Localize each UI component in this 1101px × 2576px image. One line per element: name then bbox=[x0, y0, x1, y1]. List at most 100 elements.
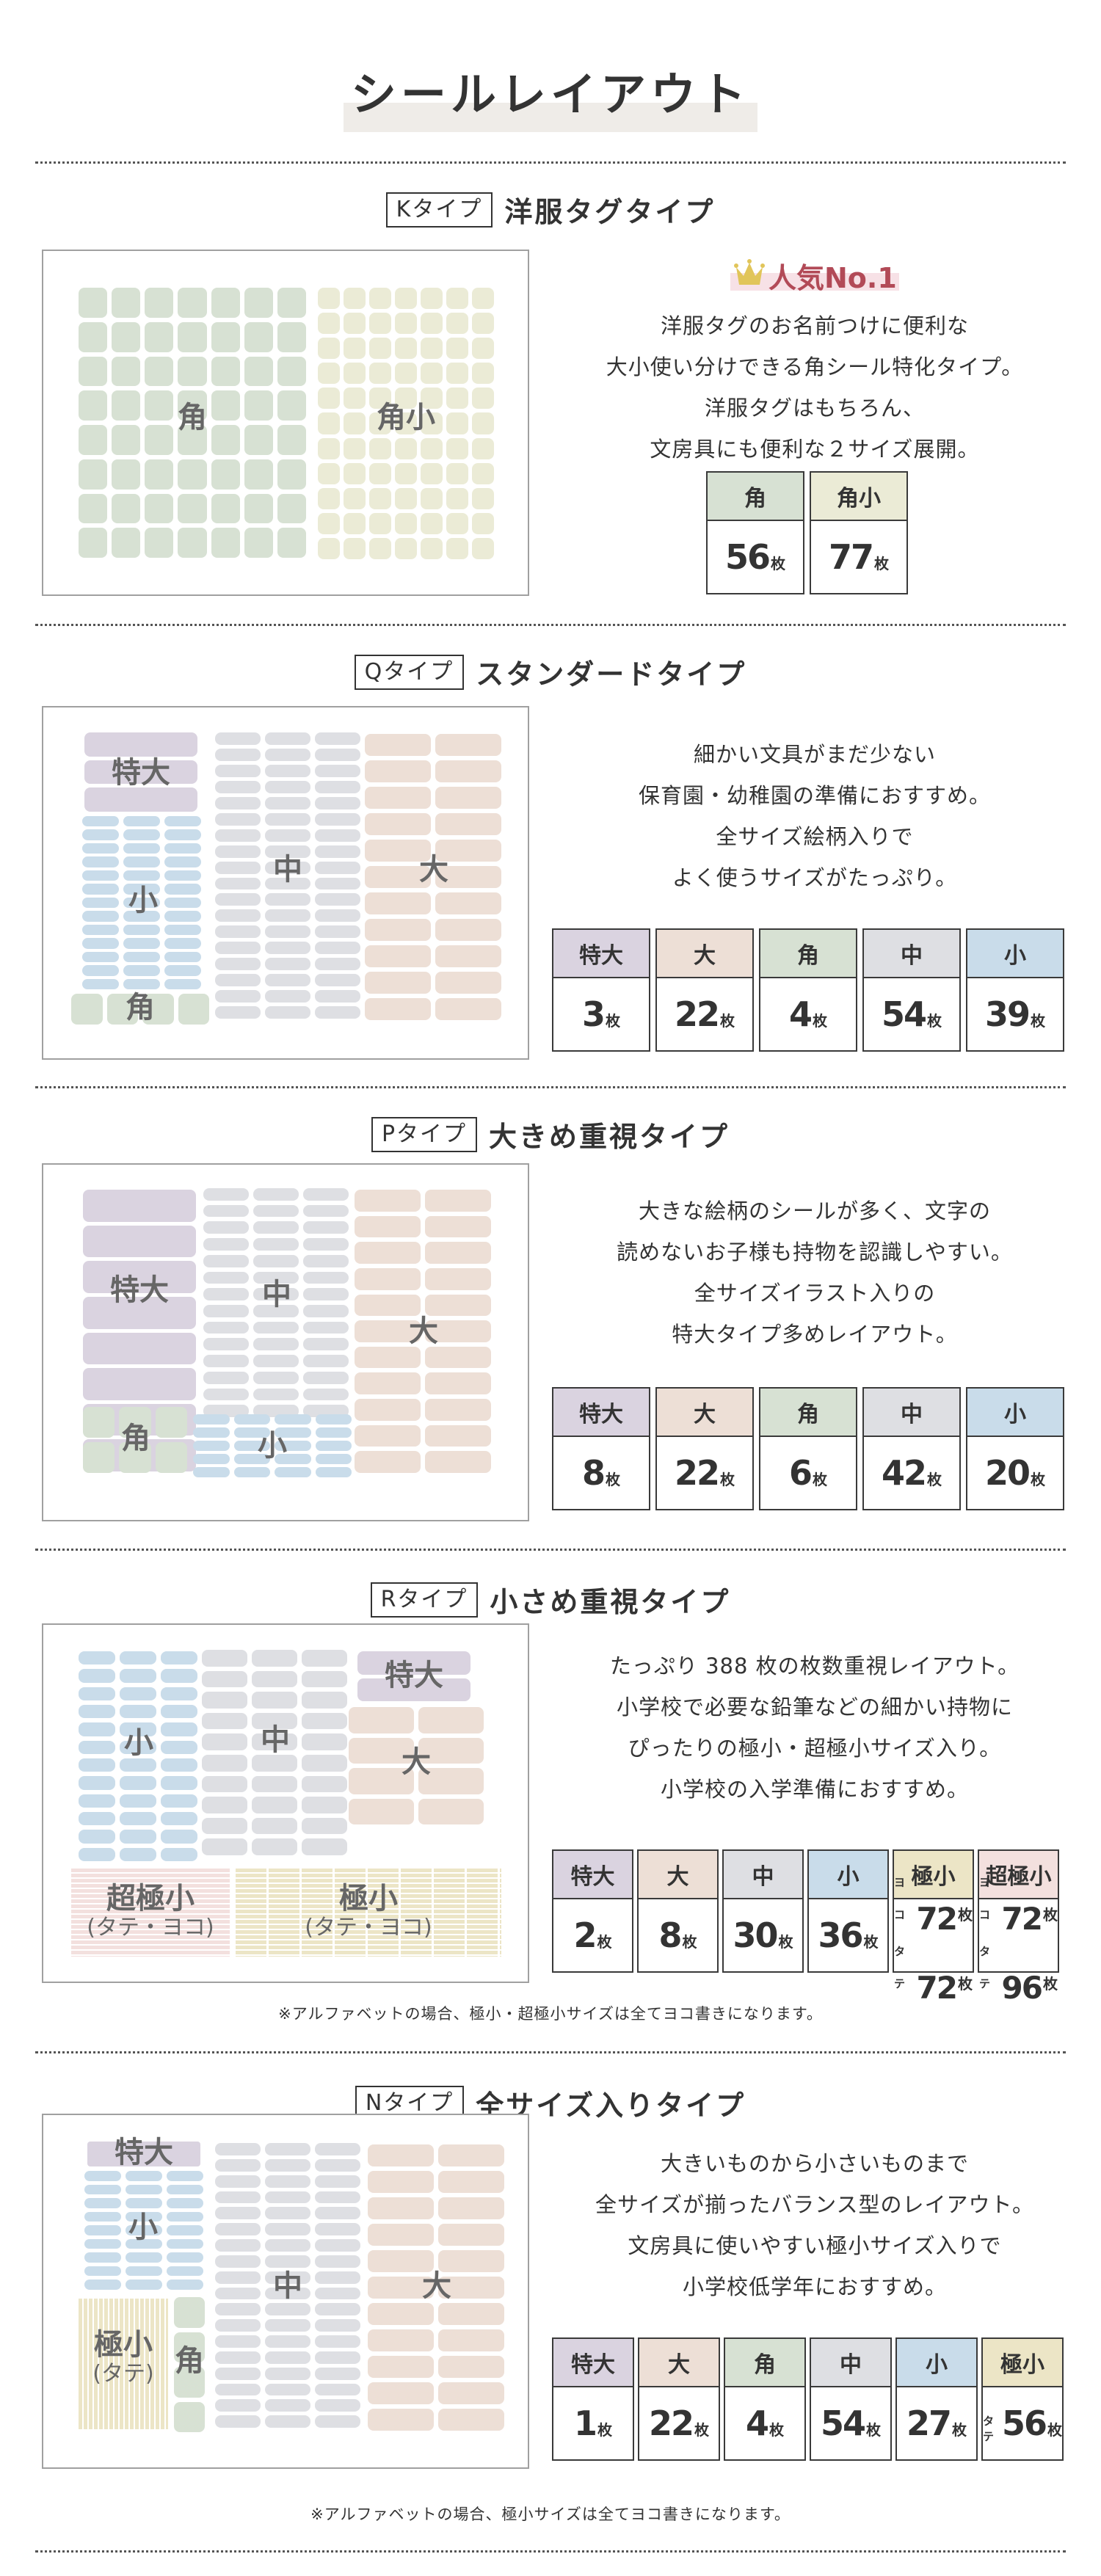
count-unit: 枚 bbox=[1031, 1470, 1045, 1488]
count-cell-chougoku: 超極小 ヨコ 72 枚 タテ 96 枚 bbox=[978, 1849, 1059, 2004]
sticker-group-tokudai bbox=[84, 732, 197, 812]
count-size-label: 特大 bbox=[553, 2339, 633, 2387]
sheet-layout-panel: 小 中 特大 大 超極小 (タテ・ヨコ) 極小 (タテ・ヨコ) bbox=[42, 1623, 529, 1983]
section-divider bbox=[35, 2051, 1066, 2053]
type-name: 小さめ重視タイプ bbox=[490, 1586, 731, 1618]
count-size-label: 超極小 bbox=[979, 1851, 1058, 1899]
footnote: ※アルファベットの場合、極小・超極小サイズは全てヨコ書きになります。 bbox=[278, 2005, 823, 2023]
count-cell-sho: 小 36 枚 bbox=[807, 1849, 889, 1973]
count-unit: 枚 bbox=[606, 1470, 620, 1488]
description-line: 大きな絵柄のシールが多く、文字の bbox=[638, 1198, 991, 1223]
sticker-group-gokusho bbox=[236, 1869, 501, 1957]
sheet-layout-panel: 特大 中 大 角 小 bbox=[42, 1163, 529, 1521]
sheet-layout-panel: 角 角小 bbox=[42, 250, 529, 596]
description-line: 全サイズが揃ったバランス型のレイアウト。 bbox=[595, 2192, 1034, 2217]
count-cell-tokudai: 特大 2 枚 bbox=[552, 1849, 633, 1973]
description-line: 小学校で必要な鉛筆などの細かい持物に bbox=[616, 1695, 1013, 1720]
layout-label-chu: 中 bbox=[262, 1278, 291, 1311]
layout-label-gokusho: 極小 (タテ・ヨコ) bbox=[236, 1882, 501, 1941]
orientation-label: タテ bbox=[979, 1945, 991, 1990]
count-cell-chu: 中 54 枚 bbox=[862, 928, 961, 1052]
description-line: 読めないお子様も持物を認識しやすい。 bbox=[617, 1240, 1013, 1265]
count-size-label: 特大 bbox=[553, 930, 649, 978]
layout-label-dai: 大 bbox=[409, 1314, 438, 1348]
count-unit: 枚 bbox=[866, 2420, 881, 2439]
count-unit: 枚 bbox=[769, 2420, 784, 2439]
count-size-label: 中 bbox=[724, 1851, 802, 1899]
count-unit: 枚 bbox=[682, 1932, 697, 1951]
layout-label-kakusho: 角小 bbox=[377, 401, 435, 434]
count-cell-gokusho: 極小 ヨコ 72 枚 タテ 72 枚 bbox=[893, 1849, 974, 2004]
count-unit: 枚 bbox=[874, 554, 889, 572]
section-description: 細かい文具がまだ少ない 保育園・幼稚園の準備におすすめ。 全サイズ絵柄入りで よ… bbox=[543, 734, 1086, 898]
count-unit: 枚 bbox=[771, 554, 785, 572]
layout-label-gokusho: 極小 (タテ) bbox=[79, 2328, 168, 2387]
count-value: 20 bbox=[984, 1453, 1031, 1493]
count-value: 8 bbox=[658, 1915, 682, 1955]
description-line: 小学校低学年におすすめ。 bbox=[682, 2274, 947, 2299]
count-cell-chu: 中 30 枚 bbox=[722, 1849, 804, 1973]
count-value: 42 bbox=[881, 1453, 927, 1493]
count-unit: 枚 bbox=[952, 2420, 967, 2439]
count-row-yoko: ヨコ 72 枚 bbox=[894, 1866, 973, 1935]
count-value: 30 bbox=[733, 1915, 778, 1955]
description-line: 全サイズイラスト入りの bbox=[694, 1281, 936, 1306]
count-value: 22 bbox=[674, 994, 720, 1034]
count-size-label: 角小 bbox=[811, 473, 906, 521]
count-unit: 枚 bbox=[597, 1932, 612, 1951]
count-value: 1 bbox=[573, 2404, 597, 2443]
count-size-label: 小 bbox=[967, 1389, 1063, 1437]
count-size-label: 極小 bbox=[983, 2339, 1062, 2387]
type-code-box: Rタイプ bbox=[370, 1582, 479, 1618]
count-cell-kakusho: 角小 77 枚 bbox=[810, 471, 908, 594]
count-cell-gokusho: 極小 タテ 56 枚 bbox=[981, 2337, 1064, 2461]
description-line: 文房具に使いやすい極小サイズ入りで bbox=[628, 2233, 1002, 2258]
description-line: よく使うサイズがたっぷり。 bbox=[672, 865, 958, 890]
count-size-label: 角 bbox=[760, 1389, 856, 1437]
count-cell-tokudai: 特大 1 枚 bbox=[552, 2337, 634, 2461]
sheet-layout-panel: 特大 小 極小 (タテ) 角 中 大 bbox=[42, 2114, 529, 2469]
layout-label-chu: 中 bbox=[273, 853, 302, 887]
count-size-label: 小 bbox=[809, 1851, 887, 1899]
count-value: 36 bbox=[818, 1915, 863, 1955]
count-value: 8 bbox=[581, 1453, 606, 1493]
count-size-label: 特大 bbox=[553, 1851, 632, 1899]
count-size-label: 特大 bbox=[553, 1389, 649, 1437]
type-code-box: Kタイプ bbox=[385, 192, 493, 228]
description-line: 保育園・幼稚園の準備におすすめ。 bbox=[638, 783, 991, 808]
count-unit: 枚 bbox=[694, 2420, 709, 2439]
layout-label-sho: 小 bbox=[258, 1429, 287, 1463]
sticker-group-sho bbox=[79, 1651, 197, 1861]
description-line: 特大タイプ多めレイアウト。 bbox=[672, 1322, 958, 1347]
layout-label-sho: 小 bbox=[128, 2211, 158, 2244]
sticker-group-chu bbox=[202, 1650, 347, 1855]
layout-label-dai: 大 bbox=[401, 1745, 431, 1779]
label-main: 極小 bbox=[94, 2328, 153, 2362]
count-unit: 枚 bbox=[1043, 1975, 1058, 1993]
popularity-badge: 人気No.1 bbox=[723, 257, 899, 294]
count-cell-kaku: 角 56 枚 bbox=[706, 471, 804, 594]
count-value: 3 bbox=[581, 994, 606, 1034]
count-cell-tokudai: 特大 3 枚 bbox=[552, 928, 650, 1052]
count-cell-dai: 大 22 枚 bbox=[655, 1387, 754, 1510]
section-divider bbox=[35, 2550, 1066, 2553]
count-value: 54 bbox=[820, 2404, 866, 2443]
crown-icon bbox=[734, 259, 765, 285]
description-line: 全サイズ絵柄入りで bbox=[716, 824, 914, 849]
count-value: 6 bbox=[788, 1453, 813, 1493]
layout-label-tokudai: 特大 bbox=[110, 1273, 169, 1307]
sheet-layout-panel: 特大 小 角 中 大 bbox=[42, 706, 529, 1060]
count-value: 72 bbox=[916, 1970, 958, 2006]
sticker-group-gokusho bbox=[79, 2299, 168, 2429]
count-unit: 枚 bbox=[597, 2420, 612, 2439]
description-line: 洋服タグはもちろん、 bbox=[704, 396, 925, 421]
count-cell-sho: 小 20 枚 bbox=[966, 1387, 1064, 1510]
layout-label-kaku: 角 bbox=[126, 991, 155, 1025]
orientation-label: ヨコ bbox=[979, 1876, 991, 1921]
sticker-group-dai bbox=[365, 734, 501, 1020]
layout-label-tokudai: 特大 bbox=[112, 756, 170, 790]
